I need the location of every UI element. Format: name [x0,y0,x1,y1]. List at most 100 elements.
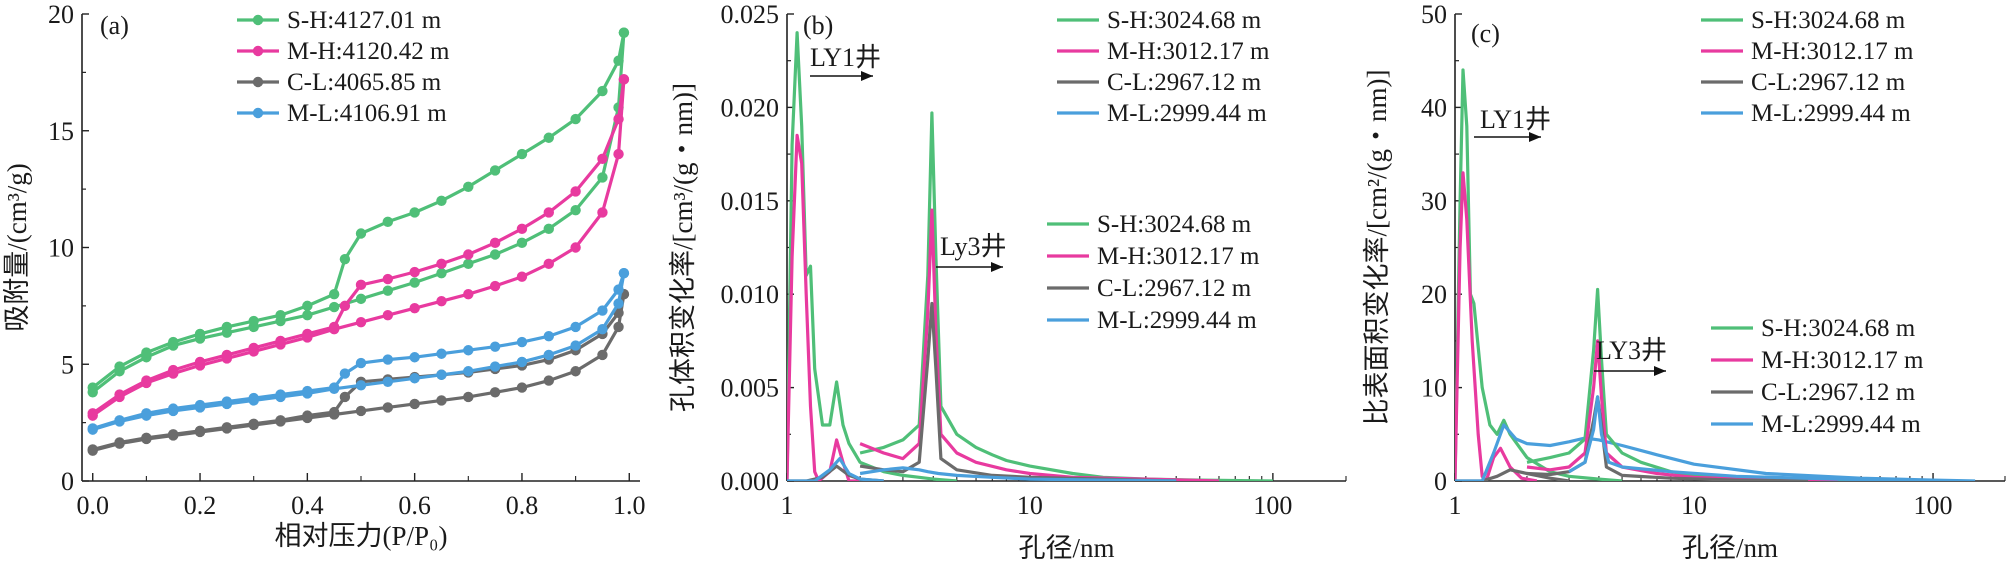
data-point [339,368,351,379]
data-point [328,289,340,300]
series-line-adsorption [91,79,626,417]
legend-label: M-H:4120.42 m [287,38,450,65]
data-point [463,366,474,377]
legend-label: M-H:3012.17 m [1761,347,1924,374]
data-point [355,357,367,369]
data-point [489,237,501,249]
series-layer [87,27,630,456]
data-point [194,399,206,411]
data-point [248,315,259,327]
data-point [87,382,98,393]
data-point [613,148,624,160]
data-point [597,85,608,97]
data-point [570,340,581,351]
x-tick-label: 100 [1914,491,1953,520]
y-tick-label: 0.015 [721,187,780,216]
data-point [382,310,394,321]
data-point [221,396,233,407]
data-point [409,303,420,314]
data-point [570,186,581,197]
data-point [114,389,125,400]
legend-label: S-H:3024.68 m [1107,7,1262,34]
chart-panel-2: 0 10 20 30 40 50 1 10 100 孔径/nm 比表面积变化率/[cm²/(g・nm… [1362,0,2006,562]
legend-label: M-H:3012.17 m [1751,38,1914,65]
y-tick-label: 50 [1421,0,1447,29]
x-axis-label: 孔径/nm [1682,533,1778,562]
data-point [613,55,624,66]
data-point [516,356,528,368]
data-point [597,153,608,164]
data-point [597,349,608,361]
data-point [248,418,259,429]
data-point [221,321,233,333]
data-point [248,392,259,404]
data-point [328,406,340,418]
x-tick-label: 100 [1253,491,1292,520]
data-point [302,385,313,397]
series-layer [787,31,1273,481]
data-point [87,423,98,434]
data-point [221,422,233,433]
data-point [194,425,206,436]
x-tick-label: 1.0 [613,491,646,520]
data-point [543,207,554,218]
legend-label: S-H:3024.68 m [1097,211,1252,238]
data-point [463,345,474,356]
series-line-adsorption [91,32,626,394]
x-tick-label: 1 [1449,491,1462,520]
series-line [859,466,1177,481]
data-point [355,405,367,417]
arrow-head [861,71,873,81]
series-line [1526,287,1862,481]
data-point [382,273,394,285]
chart-panel-1: 0.000 0.005 0.010 0.015 0.020 0.025 1 10 100 孔径/n… [668,0,1347,562]
x-tick-label: 1 [781,491,794,520]
legend-marker [252,45,264,57]
data-point [114,437,125,448]
data-point [328,321,340,333]
data-point [543,375,554,386]
data-point [597,305,608,316]
data-point [570,366,581,377]
legend-marker [252,107,264,119]
y-axis-label: 孔体积变化率/[cm³/(g・nm)] [668,83,698,412]
data-point [516,237,528,249]
data-point [618,74,630,85]
well-annotation: LY1井 [810,43,881,72]
x-tick-label: 0.2 [184,491,217,520]
data-point [463,258,474,270]
data-point [302,310,313,321]
data-point [618,267,630,279]
x-tick-label: 10 [1017,491,1043,520]
data-point [355,279,367,291]
legend-label: M-H:3012.17 m [1097,243,1260,270]
data-point [570,321,581,333]
data-point [597,207,608,218]
data-point [141,347,152,358]
data-point [516,271,528,282]
data-point [194,356,206,368]
arrow-head [1529,132,1541,142]
data-point [275,415,286,426]
data-point [87,408,98,419]
data-point [436,348,447,359]
arrow-head [991,262,1003,272]
x-tick-label: 0.8 [506,491,539,520]
data-point [275,310,286,321]
data-point [543,349,554,361]
y-axis-label: 吸附量/(cm³/g) [2,163,32,332]
data-point [168,429,179,440]
legend-label: C-L:2967.12 m [1761,379,1916,406]
data-point [489,280,501,292]
arrow-head [1654,366,1666,376]
data-point [613,321,624,333]
y-tick-label: 5 [61,350,74,379]
data-point [489,249,501,260]
data-point [489,165,501,176]
y-tick-label: 0.000 [721,467,780,496]
series-layer [1455,68,1976,481]
series-line [787,133,861,481]
panel-tag: (c) [1471,19,1500,48]
y-tick-label: 0 [1434,467,1447,496]
